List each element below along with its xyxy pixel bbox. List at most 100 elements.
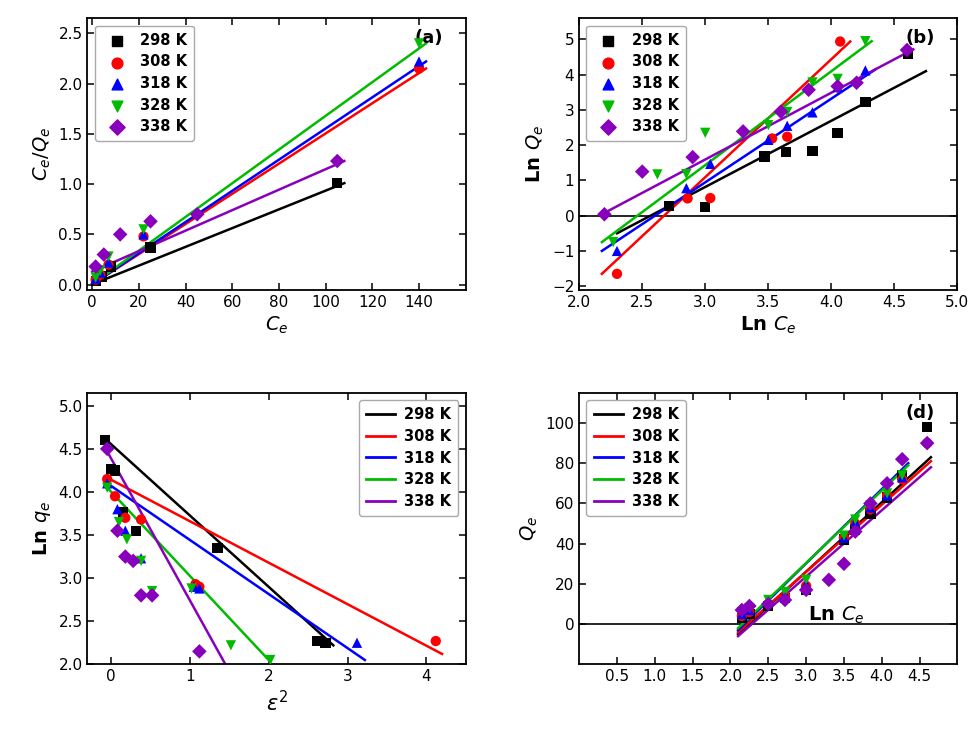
Point — [609, 268, 625, 280]
Point — [118, 512, 133, 523]
Point — [848, 518, 863, 529]
Y-axis label: Ln $Q_e$: Ln $Q_e$ — [525, 125, 546, 183]
Point — [830, 73, 846, 85]
Point — [779, 147, 794, 158]
Point — [734, 604, 749, 616]
Point — [734, 612, 749, 624]
Point — [849, 77, 864, 88]
Point — [798, 578, 814, 590]
Point — [920, 421, 935, 433]
Point — [411, 55, 427, 67]
Point — [780, 120, 795, 131]
Point — [428, 635, 443, 647]
Point — [894, 474, 910, 485]
Point — [848, 515, 863, 527]
Point — [863, 499, 879, 511]
Point — [107, 464, 122, 476]
Point — [857, 35, 873, 47]
X-axis label: Ln $C_e$: Ln $C_e$ — [740, 315, 796, 337]
Point — [191, 645, 207, 657]
Text: (b): (b) — [905, 29, 935, 47]
Point — [836, 531, 851, 543]
Point — [110, 525, 125, 537]
Point — [133, 555, 149, 566]
Point — [136, 231, 152, 242]
Point — [778, 586, 793, 598]
Point — [136, 223, 152, 235]
Point — [96, 249, 112, 261]
Point — [821, 574, 837, 585]
Point — [103, 463, 119, 474]
Point — [773, 106, 788, 118]
Point — [87, 261, 103, 272]
Point — [698, 127, 713, 139]
Point — [191, 581, 207, 593]
Point — [703, 158, 718, 169]
Point — [113, 228, 128, 240]
Y-axis label: $Q_e$: $Q_e$ — [519, 516, 539, 541]
Point — [832, 36, 848, 47]
Text: Ln $C_e$: Ln $C_e$ — [808, 604, 865, 626]
Point — [128, 525, 144, 537]
Point — [742, 606, 757, 618]
Point — [760, 119, 776, 131]
Point — [99, 443, 115, 455]
Point — [87, 273, 103, 285]
Point — [805, 77, 820, 88]
Point — [111, 516, 126, 528]
Point — [184, 583, 199, 594]
Point — [103, 261, 119, 272]
Point — [857, 96, 873, 108]
Text: (c): (c) — [416, 404, 443, 422]
Point — [757, 150, 773, 162]
Point — [760, 598, 776, 610]
Point — [144, 590, 159, 602]
Point — [118, 525, 133, 537]
Text: (d): (d) — [906, 404, 935, 422]
Point — [210, 542, 226, 554]
Point — [742, 608, 757, 620]
Legend: 298 K, 308 K, 318 K, 328 K, 338 K: 298 K, 308 K, 318 K, 328 K, 338 K — [95, 26, 194, 142]
Point — [318, 637, 333, 648]
Point — [262, 654, 278, 666]
Point — [894, 472, 910, 483]
Point — [742, 600, 757, 612]
Point — [87, 274, 103, 286]
Point — [685, 151, 701, 163]
Point — [778, 594, 793, 606]
Y-axis label: Ln $q_e$: Ln $q_e$ — [31, 501, 52, 556]
Point — [310, 635, 326, 647]
Point — [805, 107, 820, 118]
Point — [649, 169, 665, 180]
Point — [780, 131, 795, 142]
Point — [99, 473, 115, 485]
Point — [597, 209, 612, 220]
Point — [830, 127, 846, 139]
Point — [679, 193, 695, 204]
Point — [661, 200, 677, 212]
Point — [780, 106, 795, 118]
Point — [863, 502, 879, 513]
Point — [899, 44, 915, 55]
Point — [133, 553, 149, 564]
Point — [92, 265, 108, 277]
Point — [143, 242, 158, 253]
Point — [848, 526, 863, 537]
Point — [760, 598, 776, 610]
Point — [191, 583, 207, 594]
Point — [830, 80, 846, 92]
Text: (a): (a) — [414, 29, 443, 47]
Point — [798, 574, 814, 585]
Point — [101, 257, 117, 269]
Point — [224, 639, 239, 651]
Point — [760, 594, 776, 606]
Point — [133, 514, 149, 526]
Point — [125, 555, 141, 566]
Point — [778, 588, 793, 600]
Point — [609, 245, 625, 257]
Point — [107, 491, 122, 502]
Point — [678, 168, 694, 180]
Point — [87, 272, 103, 283]
Point — [118, 550, 133, 562]
Point — [880, 491, 895, 503]
